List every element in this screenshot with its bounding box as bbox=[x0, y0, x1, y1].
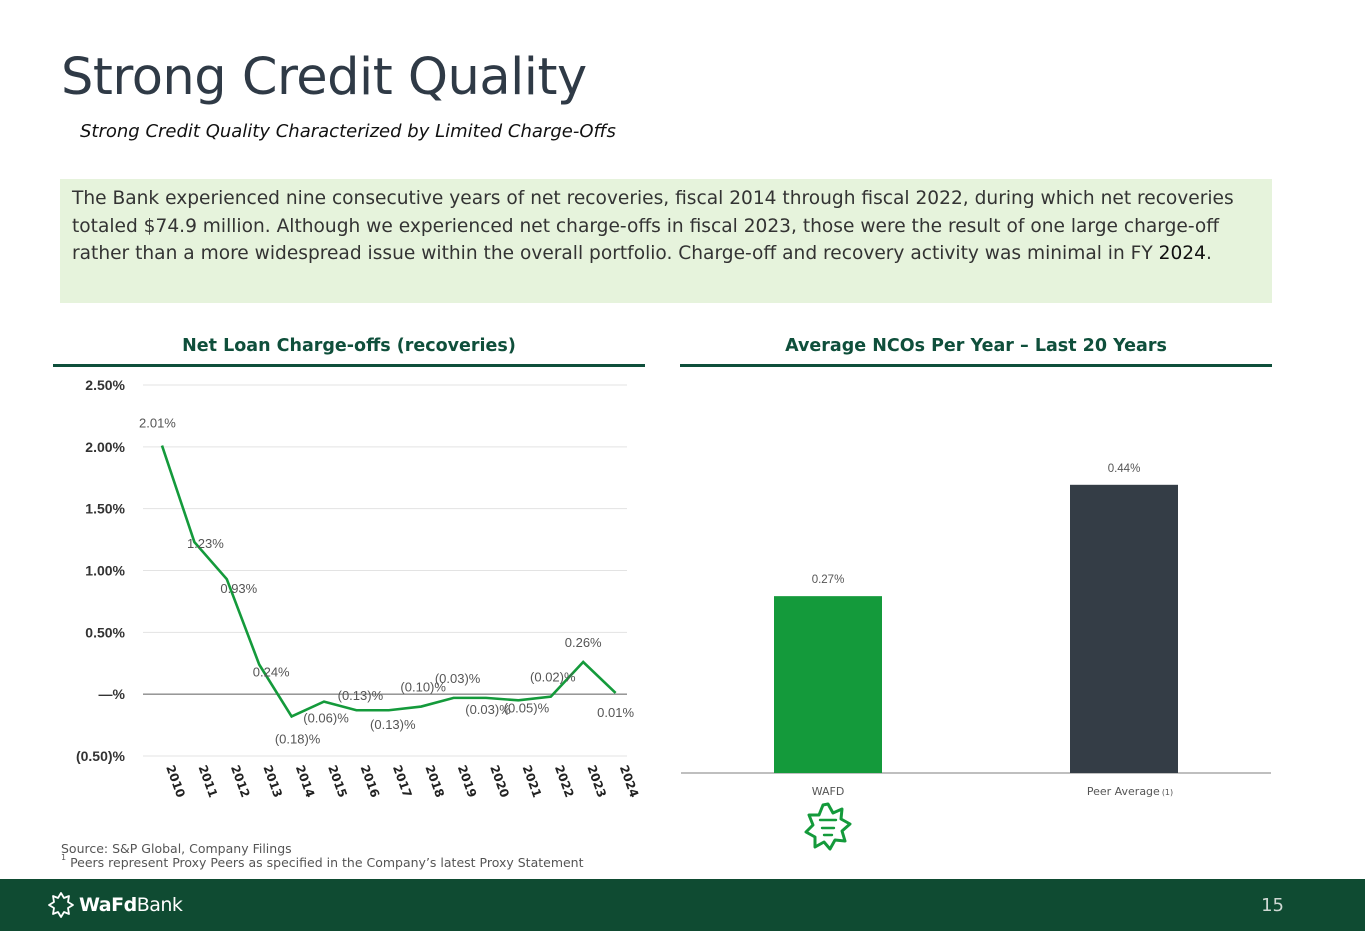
wafd-logo: WaFdBank bbox=[47, 891, 183, 919]
y-tick-label: (0.50)% bbox=[76, 748, 126, 764]
footnote-marker: 1 bbox=[61, 853, 67, 862]
bar bbox=[774, 596, 882, 773]
footnote: 1 Peers represent Proxy Peers as specifi… bbox=[61, 853, 584, 870]
data-label: (0.02)% bbox=[530, 670, 576, 685]
bar-chart-title: Average NCOs Per Year – Last 20 Years bbox=[785, 336, 1167, 356]
bar bbox=[1070, 484, 1178, 773]
bar-category-label: Peer Average (1) bbox=[1087, 785, 1173, 798]
callout-box: The Bank experienced nine consecutive ye… bbox=[60, 179, 1272, 303]
bar-chart: 0.27% 0.44% WAFD Peer Average (1) bbox=[681, 463, 1271, 851]
data-label: 0.26% bbox=[565, 635, 602, 650]
callout-end: . bbox=[1205, 243, 1212, 264]
line-chart: 2.50%2.00%1.50%1.00%0.50%—%(0.50)%2010 20… bbox=[76, 377, 641, 799]
y-tick-label: 0.50% bbox=[85, 624, 125, 640]
data-label: (0.05)% bbox=[504, 700, 550, 715]
source-note: Source: S&P Global, Company Filings bbox=[61, 841, 292, 856]
wafd-logo-icon bbox=[804, 802, 852, 851]
callout-text: The Bank experienced nine consecutive ye… bbox=[72, 188, 1234, 264]
data-label: (0.13)% bbox=[338, 688, 384, 703]
data-label: (0.10)% bbox=[400, 680, 446, 695]
bar-value-label: 0.27% bbox=[812, 574, 845, 586]
page-subtitle: Strong Credit Quality Characterized by L… bbox=[80, 121, 616, 142]
footnote-text: Peers represent Proxy Peers as specified… bbox=[66, 855, 584, 870]
y-tick-label: 1.50% bbox=[85, 501, 125, 517]
page-number: 15 bbox=[1261, 895, 1284, 916]
wafd-star-icon bbox=[48, 892, 74, 918]
y-tick-label: 1.00% bbox=[85, 563, 125, 579]
logo-text: WaFdBank bbox=[79, 894, 183, 916]
data-label: 0.01% bbox=[597, 705, 634, 720]
data-label: 1.23% bbox=[187, 536, 224, 551]
data-label: (0.03)% bbox=[465, 702, 511, 717]
footer-bar: WaFdBank 15 bbox=[0, 879, 1365, 931]
data-label: (0.06)% bbox=[303, 711, 349, 726]
data-label: 0.24% bbox=[253, 664, 290, 679]
page-title: Strong Credit Quality bbox=[61, 48, 587, 107]
callout-year: 2024 bbox=[1158, 243, 1206, 264]
y-tick-label: —% bbox=[99, 686, 126, 702]
y-tick-label: 2.00% bbox=[85, 439, 125, 455]
bar-category-note: (1) bbox=[1162, 788, 1173, 797]
line-chart-title: Net Loan Charge-offs (recoveries) bbox=[182, 336, 516, 356]
bar-value-label: 0.44% bbox=[1108, 463, 1141, 475]
data-label: (0.18)% bbox=[275, 731, 321, 746]
data-label: 0.93% bbox=[220, 581, 257, 596]
data-label: (0.13)% bbox=[370, 717, 416, 732]
data-label: 2.01% bbox=[139, 416, 176, 431]
bar-category-label: WAFD bbox=[812, 785, 845, 798]
data-label: (0.03)% bbox=[435, 671, 481, 686]
y-tick-label: 2.50% bbox=[85, 377, 125, 393]
line-chart-title-rule bbox=[53, 364, 645, 367]
bar-chart-title-rule bbox=[680, 364, 1272, 367]
